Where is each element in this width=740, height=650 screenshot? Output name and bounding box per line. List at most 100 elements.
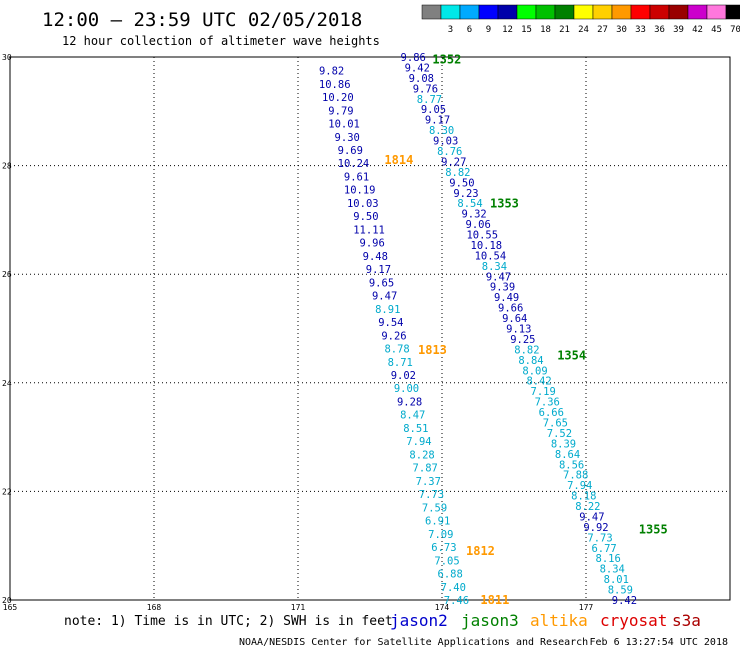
swh-point: 10.54 <box>475 250 507 262</box>
time-label: 1355 <box>639 522 668 536</box>
swh-point: 8.39 <box>551 438 576 450</box>
legend-label: 3 <box>448 25 453 35</box>
swh-point: 9.06 <box>466 219 491 231</box>
swh-point: 7.94 <box>567 480 592 492</box>
time-labels: 1352 1814 1353 1813 1354 1355 1812 1811 <box>384 53 667 607</box>
legend-swatch <box>687 4 708 20</box>
legend-label: 70 <box>730 25 740 35</box>
swh-point: 9.47 <box>579 511 604 523</box>
swh-point: 10.20 <box>322 92 354 104</box>
swh-point: 8.71 <box>388 357 413 369</box>
x-tick-label: 171 <box>291 603 306 612</box>
satellite-legend: jason2 jason3 altika cryosat s3a <box>390 611 701 630</box>
legend-swatch <box>592 4 613 20</box>
swh-point: 8.82 <box>514 344 539 356</box>
y-tick-label: 22 <box>2 487 12 496</box>
swh-point: 8.77 <box>417 94 442 106</box>
swh-point: 8.76 <box>437 146 462 158</box>
plot-frame <box>9 56 731 601</box>
swh-point: 7.59 <box>422 502 447 514</box>
y-tick-label: 26 <box>2 270 12 279</box>
swh-point: 7.73 <box>419 489 444 501</box>
swh-point: 7.46 <box>444 595 469 607</box>
swh-point: 7.37 <box>416 476 441 488</box>
legend-label: 9 <box>486 25 491 35</box>
legend-swatch <box>497 4 518 20</box>
x-tick-label: 165 <box>3 603 18 612</box>
legend-swatch <box>478 4 499 20</box>
swh-point: 9.00 <box>394 383 419 395</box>
swh-point: 9.27 <box>441 156 466 168</box>
swh-point: 8.30 <box>429 125 454 137</box>
swh-point: 8.54 <box>457 198 482 210</box>
legend-swatch <box>630 4 651 20</box>
satellite-name: altika <box>530 611 588 630</box>
footer-credit: NOAA/NESDIS Center for Satellite Applica… <box>239 637 588 648</box>
swh-point: 10.24 <box>338 158 370 170</box>
swh-point: 9.42 <box>405 62 430 74</box>
time-label: 1812 <box>466 544 495 558</box>
swh-point: 7.05 <box>434 555 459 567</box>
swh-point: 8.42 <box>526 376 551 388</box>
satellite-name: jason2 <box>390 611 448 630</box>
legend-swatch <box>440 4 461 20</box>
legend-swatch <box>535 4 556 20</box>
swh-point: 7.36 <box>535 397 560 409</box>
time-label: 1811 <box>480 593 509 607</box>
swh-point: 9.47 <box>372 291 397 303</box>
legend-label: 27 <box>597 25 608 35</box>
swh-point: 10.18 <box>471 240 503 252</box>
legend-label: 18 <box>540 25 551 35</box>
swh-point: 11.11 <box>353 224 385 236</box>
swh-point: 10.19 <box>344 185 376 197</box>
swh-point: 9.76 <box>413 83 438 95</box>
swh-point: 9.32 <box>461 209 486 221</box>
swh-point: 8.59 <box>608 585 633 597</box>
swh-point: 9.64 <box>502 313 527 325</box>
swh-point: 9.28 <box>397 396 422 408</box>
legend-label: 36 <box>654 25 665 35</box>
swh-point: 9.47 <box>486 271 511 283</box>
swh-point: 8.16 <box>596 553 621 565</box>
swh-point: 9.26 <box>381 330 406 342</box>
swh-point: 9.48 <box>363 251 388 263</box>
swh-point: 7.65 <box>543 417 568 429</box>
legend-swatch <box>611 4 632 20</box>
swh-point: 9.23 <box>453 188 478 200</box>
swh-point: 8.09 <box>522 365 547 377</box>
swh-point: 8.22 <box>575 501 600 513</box>
swh-point: 7.09 <box>428 529 453 541</box>
swh-point: 9.61 <box>344 171 369 183</box>
swh-point: 9.49 <box>494 292 519 304</box>
time-label: 1813 <box>418 343 447 357</box>
swh-point: 6.66 <box>539 407 564 419</box>
satellite-name: s3a <box>672 611 701 630</box>
swh-point: 9.50 <box>353 211 378 223</box>
swh-point: 9.03 <box>433 136 458 148</box>
swh-point: 8.28 <box>409 449 434 461</box>
legend-swatch <box>554 4 575 20</box>
swh-point: 9.30 <box>335 132 360 144</box>
swh-point: 7.94 <box>406 436 431 448</box>
satellite-name: cryosat <box>600 611 667 630</box>
swh-point: 7.88 <box>563 470 588 482</box>
y-tick-label: 28 <box>2 162 12 171</box>
swh-point: 8.78 <box>384 344 409 356</box>
swh-point: 9.17 <box>425 115 450 127</box>
legend-swatch <box>706 4 727 20</box>
swh-point: 6.91 <box>425 516 450 528</box>
swh-point: 9.82 <box>319 66 344 78</box>
swh-point: 9.13 <box>506 324 531 336</box>
legend-label: 45 <box>711 25 722 35</box>
swh-point: 6.88 <box>438 569 463 581</box>
swh-point: 7.73 <box>587 532 612 544</box>
swh-point: 9.05 <box>421 104 446 116</box>
grid-lines <box>10 56 730 600</box>
swh-point: 9.39 <box>490 282 515 294</box>
legend-swatch <box>573 4 594 20</box>
swh-point: 7.40 <box>441 582 466 594</box>
swh-point: 8.18 <box>571 491 596 503</box>
swh-point: 10.55 <box>466 230 498 242</box>
